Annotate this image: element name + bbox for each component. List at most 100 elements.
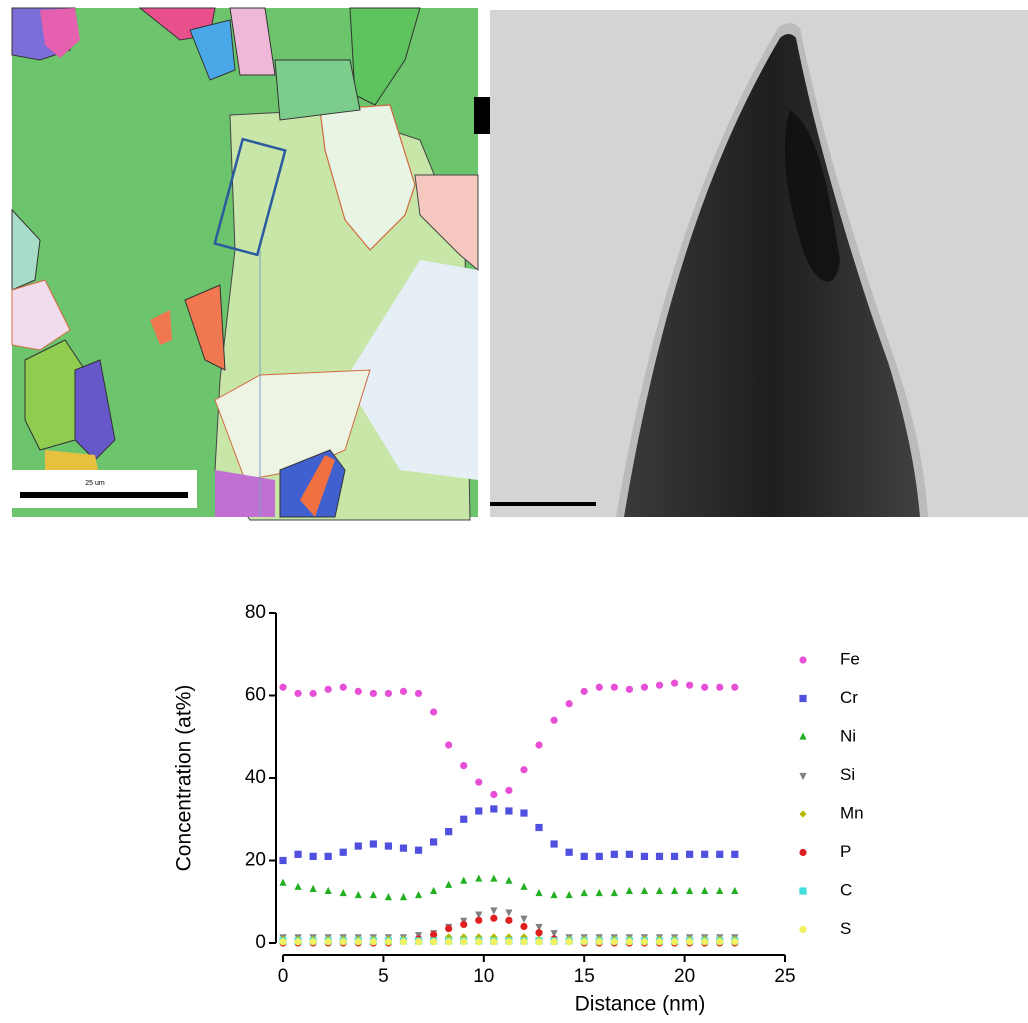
point	[279, 879, 286, 886]
point	[279, 938, 286, 945]
x-axis-title: Distance (nm)	[575, 993, 706, 1016]
point	[550, 840, 557, 847]
point	[535, 824, 542, 831]
point	[370, 938, 377, 945]
point	[716, 684, 723, 691]
point	[596, 938, 603, 945]
point	[505, 938, 512, 945]
point	[656, 853, 663, 860]
point	[340, 889, 347, 896]
point	[430, 887, 437, 894]
point	[475, 938, 482, 945]
point	[656, 887, 663, 894]
x-tick-label: 15	[574, 966, 595, 987]
page: 25 um Distance (nm) Concentration (at%) …	[0, 0, 1028, 1023]
point	[370, 891, 377, 898]
point	[355, 842, 362, 849]
marker-block	[474, 97, 490, 134]
point	[340, 938, 347, 945]
point	[716, 938, 723, 945]
point	[325, 686, 332, 693]
y-axis-title: Concentration (at%)	[173, 685, 196, 872]
point	[430, 938, 437, 945]
point	[460, 921, 467, 928]
point	[505, 807, 512, 814]
point	[596, 853, 603, 860]
grain	[275, 60, 360, 120]
point	[370, 690, 377, 697]
legend-label: P	[840, 842, 851, 861]
ebsd-map: 25 um	[12, 8, 478, 520]
point	[445, 828, 452, 835]
point	[385, 842, 392, 849]
point	[400, 938, 407, 945]
y-tick-label: 60	[245, 685, 266, 706]
point	[581, 889, 588, 896]
x-tick-label: 0	[278, 966, 289, 987]
point	[385, 893, 392, 900]
point	[445, 938, 452, 945]
point	[520, 916, 527, 923]
point	[686, 851, 693, 858]
point	[370, 840, 377, 847]
legend-label: Fe	[840, 649, 860, 668]
legend-marker	[799, 656, 806, 663]
point	[626, 686, 633, 693]
y-tick-label: 40	[245, 767, 266, 788]
point	[415, 938, 422, 945]
point	[520, 809, 527, 816]
tem-scale-bar	[490, 502, 596, 506]
point	[475, 917, 482, 924]
point	[520, 938, 527, 945]
point	[566, 891, 573, 898]
point	[430, 931, 437, 938]
point	[550, 891, 557, 898]
point	[641, 938, 648, 945]
point	[460, 816, 467, 823]
point	[626, 851, 633, 858]
point	[490, 791, 497, 798]
point	[671, 887, 678, 894]
chart: Distance (nm) Concentration (at%) 020406…	[173, 602, 864, 1016]
point	[460, 762, 467, 769]
point	[535, 889, 542, 896]
legend-marker	[799, 810, 806, 817]
point	[385, 938, 392, 945]
point	[731, 887, 738, 894]
point	[656, 682, 663, 689]
point	[716, 887, 723, 894]
point	[731, 938, 738, 945]
point	[340, 684, 347, 691]
point	[686, 938, 693, 945]
legend-label: C	[840, 880, 852, 899]
legend-label: S	[840, 919, 851, 938]
point	[626, 938, 633, 945]
point	[641, 684, 648, 691]
point	[701, 851, 708, 858]
point	[656, 938, 663, 945]
point	[505, 877, 512, 884]
point	[490, 874, 497, 881]
legend-marker	[799, 732, 806, 739]
x-tick-label: 5	[378, 966, 389, 987]
point	[430, 708, 437, 715]
point	[641, 853, 648, 860]
point	[611, 684, 618, 691]
point	[505, 909, 512, 916]
point	[520, 766, 527, 773]
point	[596, 889, 603, 896]
point	[611, 851, 618, 858]
x-tick-label: 10	[473, 966, 494, 987]
point	[671, 680, 678, 687]
point	[686, 682, 693, 689]
point	[355, 688, 362, 695]
point	[686, 887, 693, 894]
point	[325, 853, 332, 860]
point	[400, 845, 407, 852]
point	[415, 847, 422, 854]
point	[310, 938, 317, 945]
legend-label: Cr	[840, 688, 858, 707]
legend-marker	[799, 695, 806, 702]
point	[310, 853, 317, 860]
point	[355, 891, 362, 898]
